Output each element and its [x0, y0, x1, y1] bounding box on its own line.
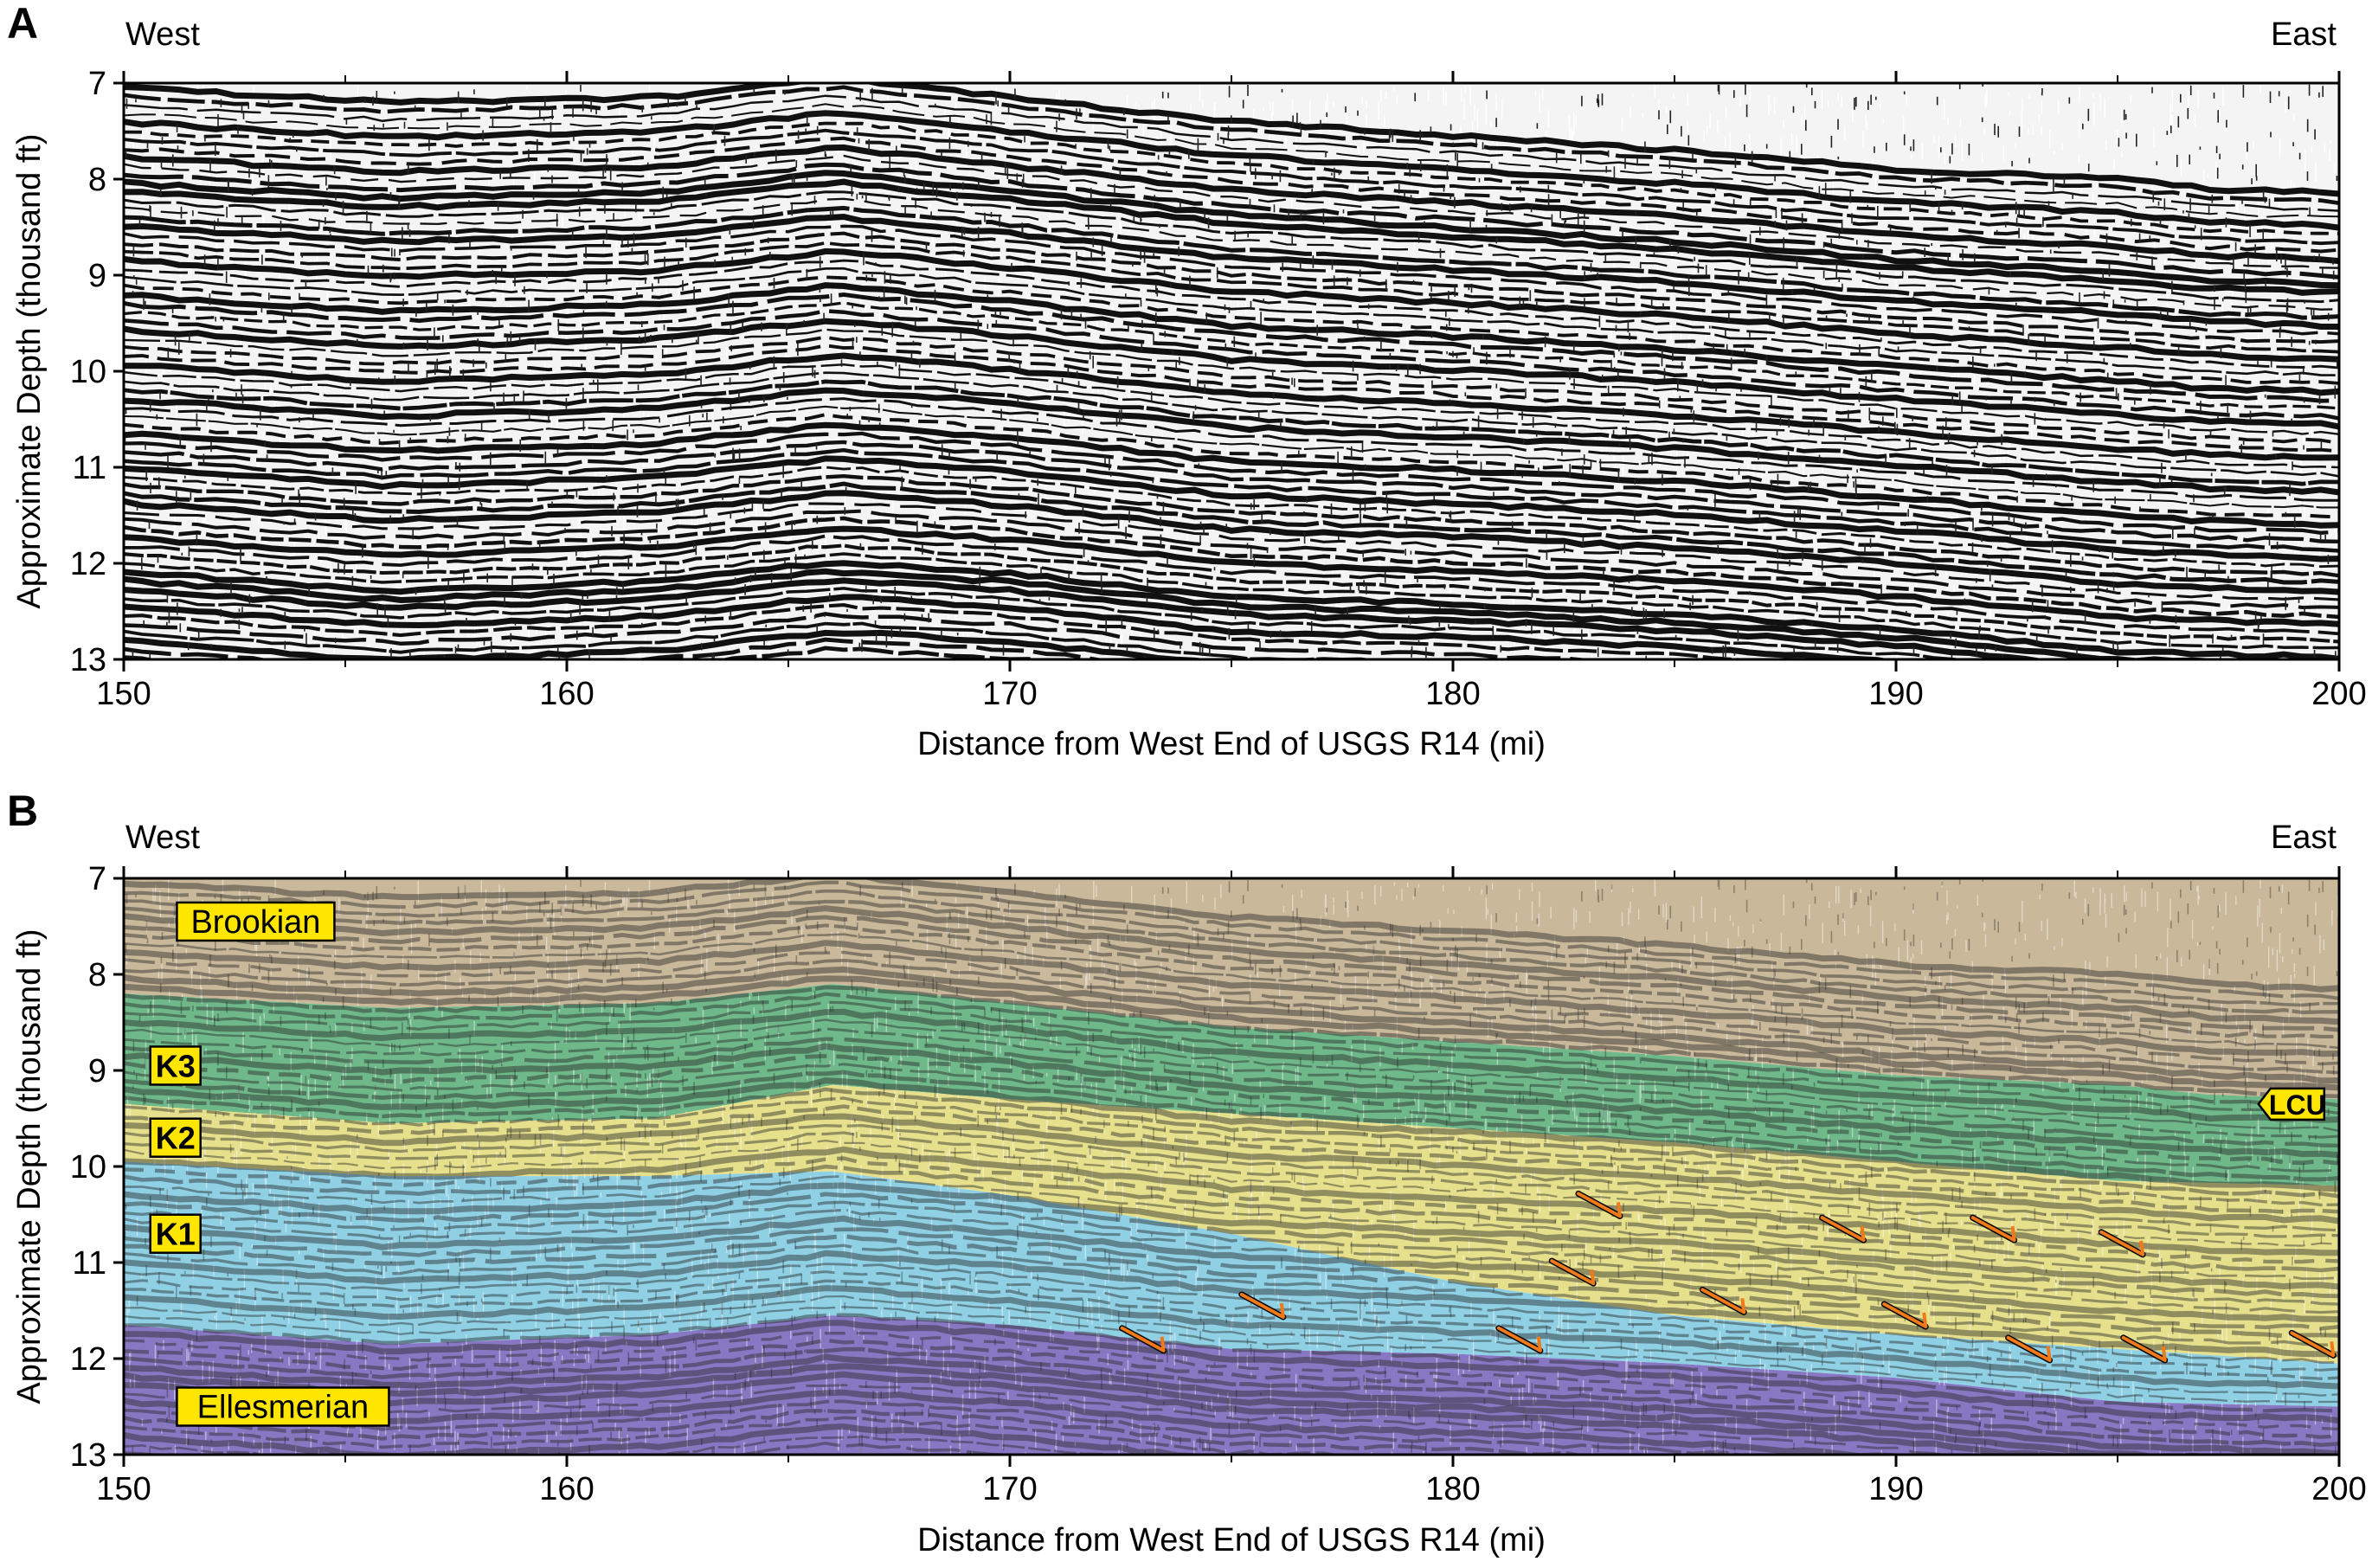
fault-slip-arrow [1819, 1214, 1867, 1243]
panel-b-fault-markers [1119, 1190, 2337, 1364]
svg-text:K1: K1 [156, 1217, 196, 1252]
y-tick-label: 9 [88, 1053, 106, 1089]
unit-fill-k1 [124, 1161, 2339, 1407]
unit-label-lcu: LCU [2257, 1087, 2326, 1121]
panel-a-x-axis-title: Distance from West End of USGS R14 (mi) [917, 726, 1546, 762]
fault-slip-arrow [1575, 1190, 1623, 1219]
fault-slip-arrow [1495, 1325, 1544, 1354]
panel-b-interpreted-section [124, 878, 2339, 1455]
y-tick-label: 10 [70, 1149, 106, 1186]
panel-a-label: A [7, 0, 38, 48]
fault-slip-arrow [2288, 1329, 2337, 1359]
x-tick-label: 200 [2311, 1471, 2366, 1507]
y-tick-label: 13 [70, 642, 106, 678]
unit-label-brookian: Brookian [176, 901, 336, 942]
panel-b-unit-labels: Brookian K3 K2 K1 Ellesmerian LCU [149, 901, 2326, 1427]
x-tick-label: 170 [982, 676, 1037, 712]
unit-label-k2: K2 [149, 1117, 202, 1158]
y-tick-label: 11 [73, 1245, 106, 1282]
unit-fill-brookian [124, 878, 2339, 1100]
x-tick-label: 160 [539, 676, 594, 712]
x-tick-label: 180 [1425, 676, 1480, 712]
panel-a-y-axis-title: Approximate Depth (thousand ft) [11, 133, 48, 608]
x-tick-label: 150 [96, 676, 151, 712]
fault-slip-arrow [1970, 1214, 2018, 1243]
panel-a-east-label: East [2271, 16, 2337, 53]
fault-slip-arrow [1548, 1257, 1597, 1287]
fault-slip-arrow [1238, 1291, 1287, 1321]
unit-label-k3: K3 [149, 1045, 202, 1086]
panel-a: A West East 150 160 170 180 190 2007891011121… [7, 0, 2367, 762]
fault-slip-arrow [2005, 1334, 2054, 1364]
y-tick-label: 8 [88, 162, 106, 198]
panel-a-axes: 150 160 170 180 190 200 7 8 9 10 11 12 13 [70, 66, 2367, 712]
fault-slip-arrow [1699, 1286, 1747, 1315]
panel-b-west-label: West [125, 819, 200, 856]
x-tick-label: 200 [2311, 676, 2366, 712]
x-tick-label: 170 [982, 1471, 1037, 1507]
fault-slip-arrow [2120, 1334, 2169, 1364]
y-tick-label: 7 [88, 861, 106, 897]
panel-b-y-axis-title: Approximate Depth (thousand ft) [11, 929, 48, 1404]
unit-label-ellesmerian: Ellesmerian [176, 1386, 390, 1427]
fault-slip-arrow [1119, 1325, 1167, 1354]
unit-fill-k2 [124, 1084, 2339, 1364]
fault-slip-arrow [1880, 1301, 1929, 1330]
y-tick-label: 12 [70, 546, 106, 582]
x-tick-label: 190 [1868, 1471, 1923, 1507]
panel-b: B West East Brookian K3 K2 K1 Ellesmerian LCU… [7, 787, 2367, 1558]
fault-slip-arrow [2098, 1229, 2146, 1258]
y-tick-label: 13 [70, 1437, 106, 1474]
y-tick-label: 8 [88, 957, 106, 993]
panel-b-axes: 150 160 170 180 190 200 7 8 9 10 11 12 13 [70, 861, 2367, 1507]
panel-b-east-label: East [2271, 819, 2337, 856]
y-tick-label: 12 [70, 1341, 106, 1378]
y-tick-label: 10 [70, 354, 106, 390]
svg-text:K3: K3 [156, 1048, 196, 1083]
svg-text:LCU: LCU [2269, 1089, 2326, 1121]
panel-b-label: B [7, 787, 38, 835]
unit-fill-k3 [124, 984, 2339, 1186]
unit-fill-ellesmerian [124, 1315, 2339, 1455]
y-tick-label: 9 [88, 258, 106, 294]
svg-text:K2: K2 [156, 1121, 196, 1156]
svg-text:Brookian: Brookian [190, 904, 320, 941]
panel-b-x-axis-title: Distance from West End of USGS R14 (mi) [917, 1522, 1546, 1558]
x-tick-label: 150 [96, 1471, 151, 1507]
panel-a-seismic-section [124, 83, 2339, 659]
unit-label-k1: K1 [149, 1213, 202, 1254]
y-tick-label: 7 [88, 66, 106, 102]
x-tick-label: 190 [1868, 676, 1923, 712]
svg-text:Ellesmerian: Ellesmerian [197, 1390, 370, 1426]
x-tick-label: 160 [539, 1471, 594, 1507]
x-tick-label: 180 [1425, 1471, 1480, 1507]
panel-a-west-label: West [125, 16, 200, 53]
y-tick-label: 11 [73, 450, 106, 486]
